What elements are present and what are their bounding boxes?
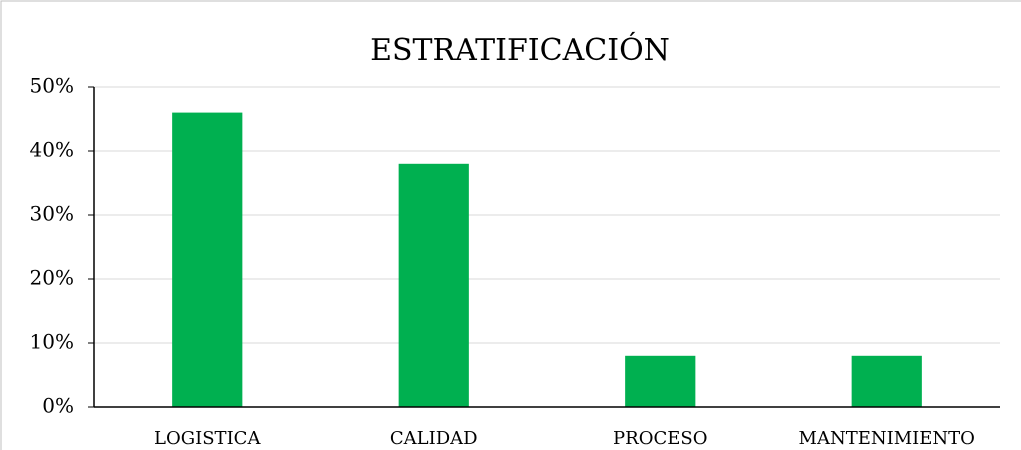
y-tick-label: 10%: [30, 330, 74, 354]
bar: [398, 163, 469, 407]
x-tick-label: MANTENIMIENTO: [799, 428, 975, 449]
bar: [625, 355, 696, 407]
y-tick-label: 40%: [30, 138, 74, 162]
bar: [172, 112, 243, 407]
y-tick-label: 30%: [30, 202, 74, 226]
x-tick-label: PROCESO: [613, 428, 707, 449]
x-tick-label: CALIDAD: [390, 428, 478, 449]
chart-title: ESTRATIFICACIÓN: [370, 32, 670, 68]
y-tick-label: 50%: [30, 74, 74, 98]
x-tick-label: LOGISTICA: [154, 428, 261, 449]
y-tick-label: 20%: [30, 266, 74, 290]
bar: [851, 355, 922, 407]
y-tick-label: 0%: [42, 394, 74, 418]
